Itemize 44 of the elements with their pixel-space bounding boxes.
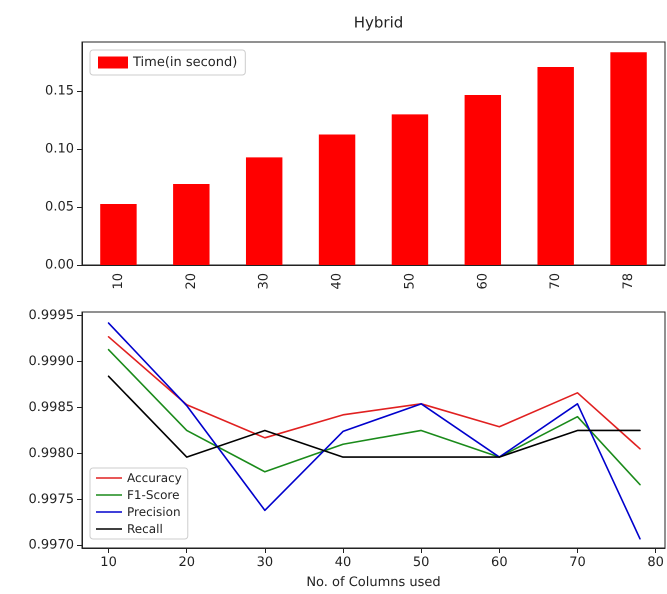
y-tick-label: 0.9990 xyxy=(28,354,74,370)
x-tick-label: 70 xyxy=(548,273,564,290)
x-tick-label: 30 xyxy=(256,273,272,290)
x-tick-label: 80 xyxy=(647,555,664,570)
x-tick-label: 20 xyxy=(184,273,199,290)
legend-label: Accuracy xyxy=(127,471,182,485)
chart-title: Hybrid xyxy=(354,14,404,32)
x-tick-label: 78 xyxy=(621,273,636,290)
x-tick-label: 70 xyxy=(569,555,586,570)
x-tick-label: 60 xyxy=(475,273,490,290)
x-tick-label: 60 xyxy=(491,555,508,570)
y-tick-label: 0.9970 xyxy=(28,538,74,553)
line-series xyxy=(108,336,641,450)
y-tick-label: 0.9985 xyxy=(28,400,74,415)
x-tick-label: 40 xyxy=(330,273,345,290)
x-tick-label: 50 xyxy=(402,273,418,290)
y-tick-label: 0.00 xyxy=(45,258,74,272)
y-tick-label: 0.15 xyxy=(45,84,74,99)
bar xyxy=(100,204,137,265)
legend-label: F1-Score xyxy=(127,488,180,502)
line-series xyxy=(108,322,641,540)
x-tick-label: 30 xyxy=(256,555,274,570)
x-tick-label: 10 xyxy=(110,273,126,290)
bar xyxy=(610,52,647,265)
legend-label: Precision xyxy=(127,505,181,519)
legend-label: Time(in second) xyxy=(132,55,238,70)
bar xyxy=(246,157,282,265)
line-series xyxy=(108,348,641,486)
x-tick-label: 20 xyxy=(178,555,195,570)
bar xyxy=(318,134,356,265)
y-tick-label: 0.9975 xyxy=(28,492,74,507)
bar xyxy=(537,67,574,265)
x-axis-title: No. of Columns used xyxy=(306,575,441,590)
y-tick-label: 0.05 xyxy=(45,200,74,215)
x-tick-label: 40 xyxy=(334,555,352,570)
x-tick-label: 50 xyxy=(412,555,430,570)
bar xyxy=(173,184,210,265)
y-tick-label: 0.10 xyxy=(45,142,74,157)
legend-label: Recall xyxy=(127,522,163,536)
y-tick-label: 0.9980 xyxy=(28,446,74,461)
y-tick-label: 0.9995 xyxy=(28,308,74,324)
bar xyxy=(392,114,428,265)
bar xyxy=(464,95,502,265)
x-tick-label: 10 xyxy=(100,555,117,570)
